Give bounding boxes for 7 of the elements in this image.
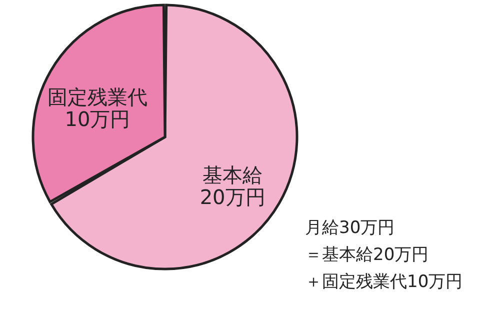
data-label: 20万円 — [200, 185, 266, 209]
data-label: 10万円 — [64, 107, 130, 131]
text: ＝基本給20万円 — [305, 245, 429, 265]
text: ＋固定残業代10万円 — [305, 272, 463, 292]
slice-label: 固定残業代 — [47, 85, 148, 109]
text: 月給30万円 — [305, 218, 395, 238]
slice-label: 基本給 — [202, 163, 263, 187]
